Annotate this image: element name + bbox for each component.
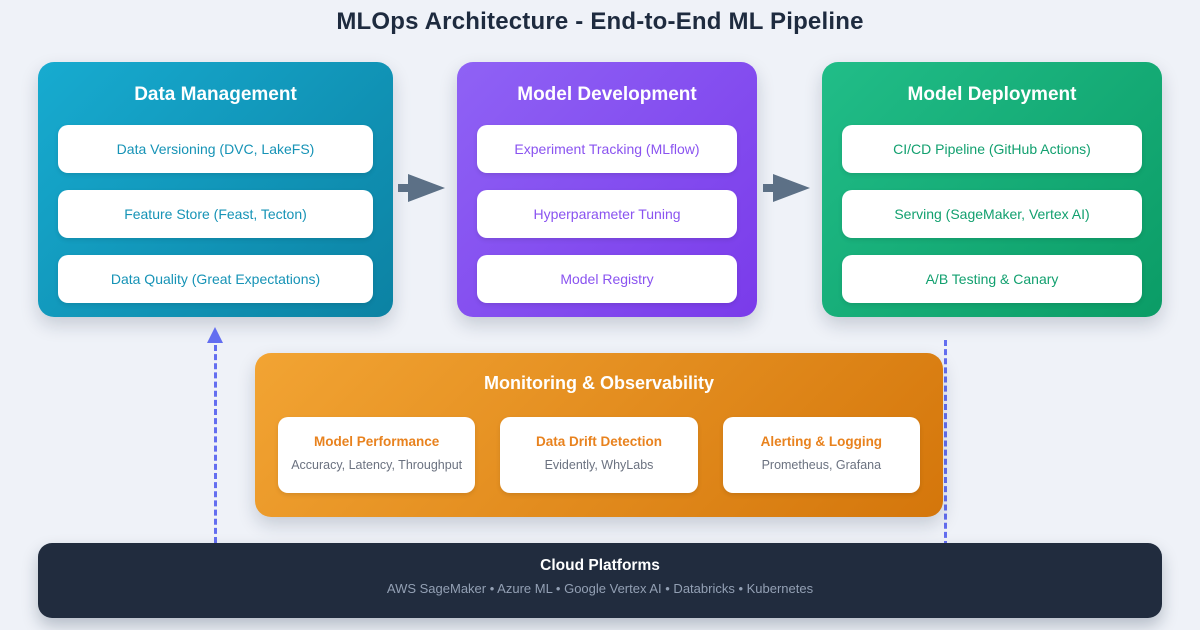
monitoring-boxes: Model Performance Accuracy, Latency, Thr… xyxy=(255,417,943,493)
flow-arrow-right-icon xyxy=(763,174,813,202)
card-model-deployment: Model Deployment CI/CD Pipeline (GitHub … xyxy=(822,62,1162,317)
cloud-platforms-list: AWS SageMaker • Azure ML • Google Vertex… xyxy=(386,581,814,596)
list-item: Hyperparameter Tuning xyxy=(477,190,737,238)
card-data-management: Data Management Data Versioning (DVC, La… xyxy=(38,62,393,317)
cloud-platforms-title: Cloud Platforms xyxy=(540,557,660,574)
list-item: Experiment Tracking (MLflow) xyxy=(477,125,737,173)
card-data-management-items: Data Versioning (DVC, LakeFS) Feature St… xyxy=(58,125,373,303)
monitoring-box-subtitle: Accuracy, Latency, Throughput xyxy=(291,458,463,472)
monitoring-box-alerting-logging: Alerting & Logging Prometheus, Grafana xyxy=(722,417,920,493)
cloud-platforms-bar: Cloud Platforms AWS SageMaker • Azure ML… xyxy=(38,543,1162,618)
list-item: Model Registry xyxy=(477,255,737,303)
monitoring-title: Monitoring & Observability xyxy=(483,373,715,393)
flow-arrow-right-icon xyxy=(398,174,448,202)
monitoring-box-title: Alerting & Logging xyxy=(760,434,883,449)
list-item: A/B Testing & Canary xyxy=(842,255,1142,303)
monitoring-box-model-performance: Model Performance Accuracy, Latency, Thr… xyxy=(278,417,476,493)
list-item: Data Versioning (DVC, LakeFS) xyxy=(58,125,373,173)
dashed-connector-up-arrow-icon xyxy=(207,327,223,343)
list-item: Data Quality (Great Expectations) xyxy=(58,255,373,303)
monitoring-box-subtitle: Evidently, WhyLabs xyxy=(544,458,654,472)
list-item: Feature Store (Feast, Tecton) xyxy=(58,190,373,238)
monitoring-box-title: Model Performance xyxy=(314,434,440,449)
dashed-connector-left xyxy=(214,345,217,543)
card-model-development-title: Model Development xyxy=(517,84,697,105)
arrow-head xyxy=(408,174,445,202)
monitoring-box-title: Data Drift Detection xyxy=(535,434,662,449)
card-model-development-items: Experiment Tracking (MLflow) Hyperparame… xyxy=(477,125,737,303)
page-title: MLOps Architecture - End-to-End ML Pipel… xyxy=(336,8,864,35)
dashed-connector-right xyxy=(944,340,947,547)
card-model-deployment-items: CI/CD Pipeline (GitHub Actions) Serving … xyxy=(842,125,1142,303)
monitoring-observability-panel: Monitoring & Observability Model Perform… xyxy=(255,353,943,517)
card-model-development: Model Development Experiment Tracking (M… xyxy=(457,62,757,317)
monitoring-box-data-drift: Data Drift Detection Evidently, WhyLabs xyxy=(500,417,698,493)
arrow-head xyxy=(773,174,810,202)
list-item: Serving (SageMaker, Vertex AI) xyxy=(842,190,1142,238)
list-item: CI/CD Pipeline (GitHub Actions) xyxy=(842,125,1142,173)
monitoring-box-subtitle: Prometheus, Grafana xyxy=(761,458,882,472)
arrow-tail xyxy=(763,184,779,192)
card-model-deployment-title: Model Deployment xyxy=(907,84,1077,105)
card-data-management-title: Data Management xyxy=(134,84,297,105)
arrow-tail xyxy=(398,184,414,192)
